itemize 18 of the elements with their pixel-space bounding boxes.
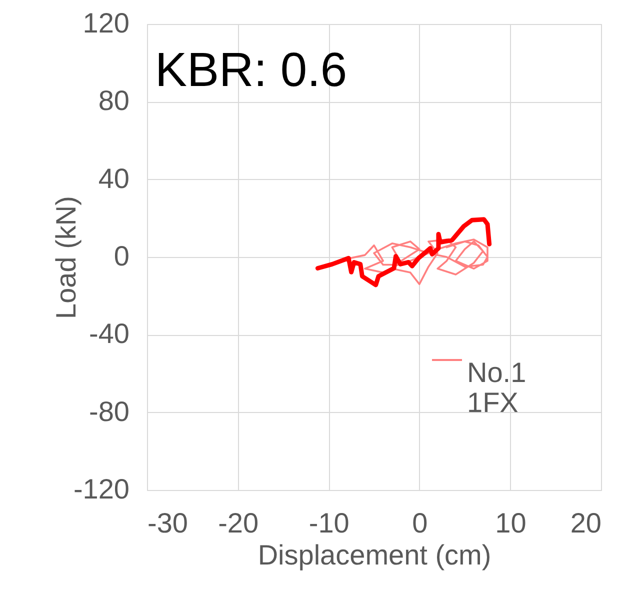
x-tick-label: -20: [218, 508, 259, 538]
x-axis-title: Displacement (cm): [258, 540, 492, 570]
y-tick-label: 120: [82, 8, 130, 38]
y-tick-label: -40: [89, 318, 130, 350]
x-tick-label: -10: [308, 508, 350, 538]
x-tick-label: -30: [148, 508, 188, 538]
x-tick-label: 10: [495, 508, 526, 538]
x-tick-label: 0: [412, 508, 428, 538]
y-tick-label: 80: [98, 85, 130, 116]
y-tick-label: -120: [73, 474, 130, 504]
y-tick-label: 40: [98, 162, 130, 194]
y-tick-label: 0: [114, 240, 130, 272]
x-tick-label: 20: [570, 508, 602, 538]
annotation: KBR: 0.6: [155, 44, 348, 97]
legend-label: No.1 1FX: [467, 357, 526, 418]
y-axis-title: Load (kN): [50, 196, 82, 319]
y-tick-label: -80: [89, 396, 130, 427]
line-series: [315, 217, 492, 288]
